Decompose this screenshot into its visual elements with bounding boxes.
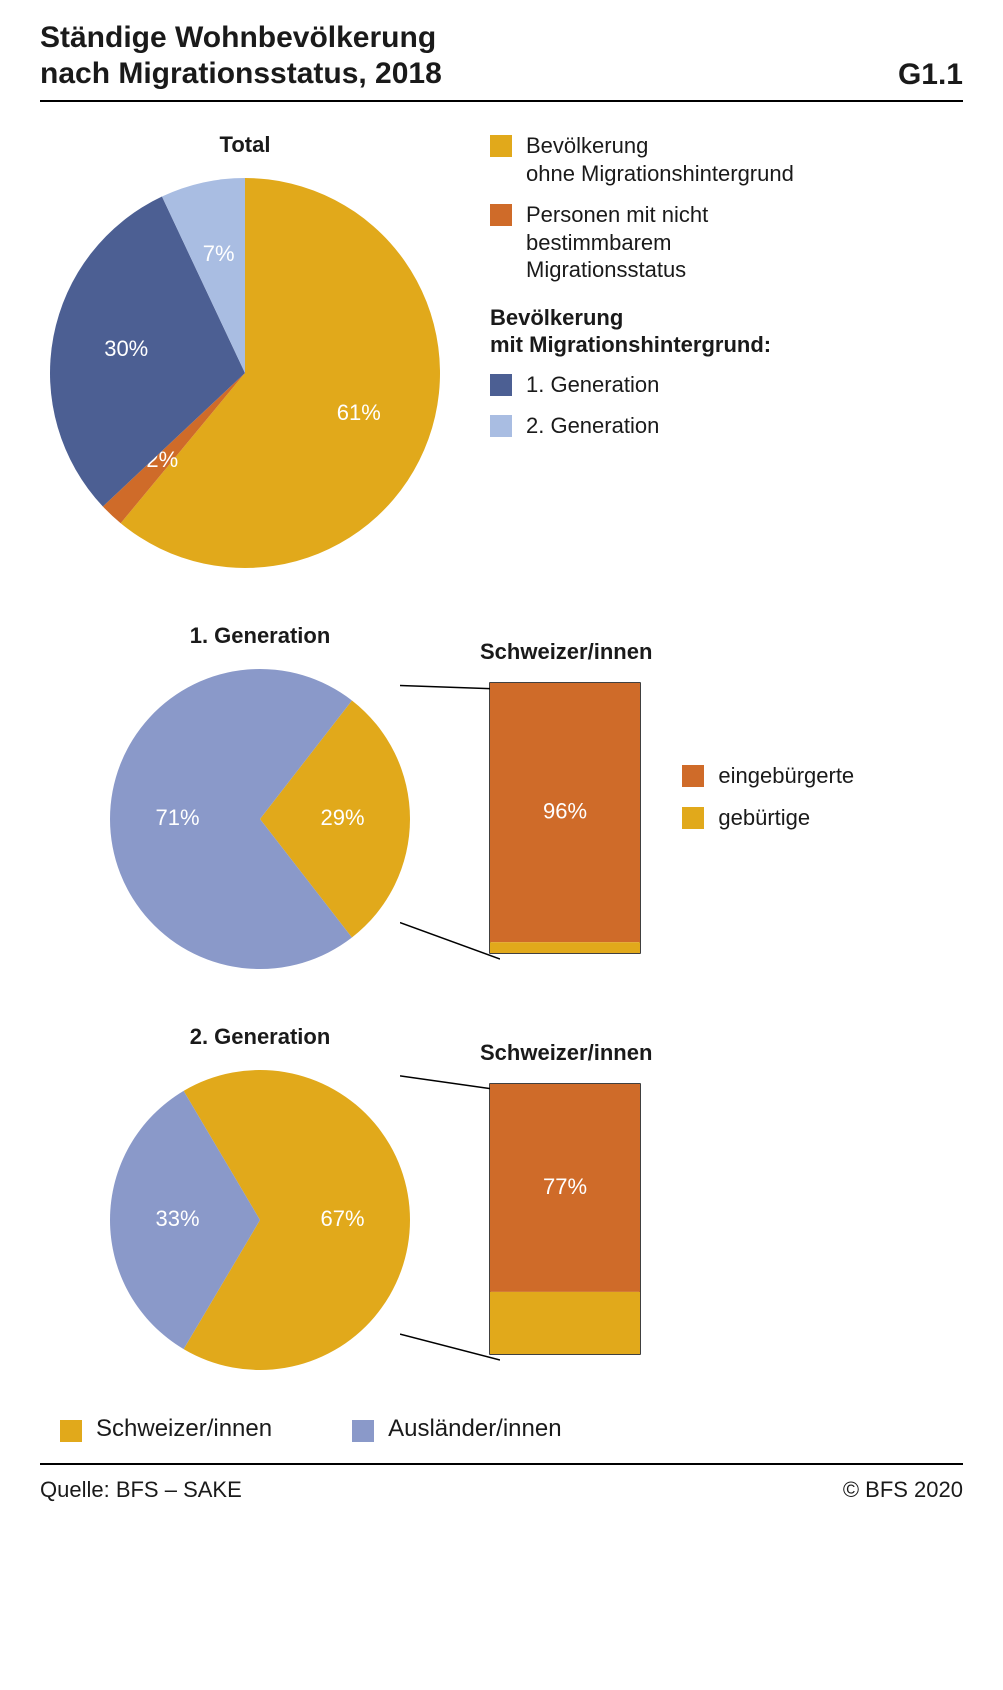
legend-swatch — [60, 1420, 82, 1442]
pie-label-foreign: 71% — [155, 805, 199, 830]
page-title: Ständige Wohnbevölkerung nach Migrations… — [40, 20, 442, 92]
title-line2: nach Migrationsstatus, 2018 — [40, 57, 442, 90]
bar-seg-native — [490, 942, 640, 953]
gen2-pie-block: 2. Generation 67% 33% — [100, 1024, 420, 1385]
legend-swatch — [490, 415, 512, 437]
legend-item: 1. Generation — [490, 371, 794, 399]
footer-copyright: © BFS 2020 — [843, 1477, 963, 1503]
legend-swatch — [490, 374, 512, 396]
legend-swatch — [490, 204, 512, 226]
total-pie-title: Total — [40, 132, 450, 158]
gen2-row: 2. Generation 67% 33% Schweizer/innen 77% — [40, 1024, 963, 1385]
legend-item: Bevölkerungohne Migrationshintergrund — [490, 132, 794, 187]
legend-item: 2. Generation — [490, 412, 794, 440]
legend-label: eingebürgerte — [718, 762, 854, 790]
gen1-pie-chart: 29% 71% — [100, 659, 420, 979]
gen1-bar-block: Schweizer/innen 96% — [480, 639, 652, 968]
pie-label-swiss: 67% — [320, 1206, 364, 1231]
gen1-bar-chart: 96% — [480, 673, 650, 963]
legend-label: Schweizer/innen — [96, 1415, 272, 1443]
legend-swatch — [352, 1420, 374, 1442]
legend-swatch — [682, 807, 704, 829]
gen1-pie-title: 1. Generation — [100, 623, 420, 649]
total-pie-block: Total 61%2%30%7% — [40, 132, 450, 583]
header: Ständige Wohnbevölkerung nach Migrations… — [40, 20, 963, 102]
bottom-legend-item: Schweizer/innen — [60, 1415, 272, 1443]
pie-label-gen1: 30% — [104, 336, 148, 361]
legend-swatch — [490, 135, 512, 157]
title-line1: Ständige Wohnbevölkerung — [40, 21, 436, 54]
gen2-pie-title: 2. Generation — [100, 1024, 420, 1050]
legend-label: Personen mit nichtbestimmbaremMigrations… — [526, 201, 708, 284]
bar-legend: eingebürgerte gebürtige — [682, 762, 854, 845]
gen2-pie-chart: 67% 33% — [100, 1060, 420, 1380]
legend-label: Ausländer/innen — [388, 1415, 561, 1443]
gen1-pie-block: 1. Generation 29% 71% — [100, 623, 420, 984]
legend-swatch — [682, 765, 704, 787]
figure-code: G1.1 — [898, 58, 963, 92]
gen2-bar-title: Schweizer/innen — [480, 1040, 652, 1066]
legend-item: Personen mit nichtbestimmbaremMigrations… — [490, 201, 794, 284]
gen2-bar-chart: 77% — [480, 1074, 650, 1364]
bar-seg-native — [490, 1292, 640, 1354]
legend-subhead: Bevölkerungmit Migrationshintergrund: — [490, 304, 794, 359]
footer: Quelle: BFS – SAKE © BFS 2020 — [40, 1465, 963, 1503]
pie-label-foreign: 33% — [155, 1206, 199, 1231]
legend-main: Bevölkerungohne Migrationshintergrund Per… — [490, 132, 794, 454]
gen1-bar-title: Schweizer/innen — [480, 639, 652, 665]
gen2-bar-block: Schweizer/innen 77% — [480, 1040, 652, 1369]
pie-label-swiss: 29% — [320, 805, 364, 830]
total-pie-chart: 61%2%30%7% — [40, 168, 450, 578]
bar-label-naturalized: 96% — [543, 798, 587, 823]
bottom-legend: Schweizer/innen Ausländer/innen — [40, 1415, 963, 1443]
bar-legend-item: gebürtige — [682, 804, 854, 832]
gen1-row: 1. Generation 29% 71% Schweizer/innen 96%… — [40, 623, 963, 984]
pie-label-no_migration: 61% — [337, 400, 381, 425]
bar-label-naturalized: 77% — [543, 1174, 587, 1199]
legend-label: 1. Generation — [526, 371, 659, 399]
legend-label: Bevölkerungohne Migrationshintergrund — [526, 132, 794, 187]
legend-label: 2. Generation — [526, 412, 659, 440]
bar-legend-item: eingebürgerte — [682, 762, 854, 790]
bottom-legend-item: Ausländer/innen — [352, 1415, 561, 1443]
pie-label-gen2: 7% — [203, 241, 235, 266]
footer-source: Quelle: BFS – SAKE — [40, 1477, 242, 1503]
legend-label: gebürtige — [718, 804, 810, 832]
